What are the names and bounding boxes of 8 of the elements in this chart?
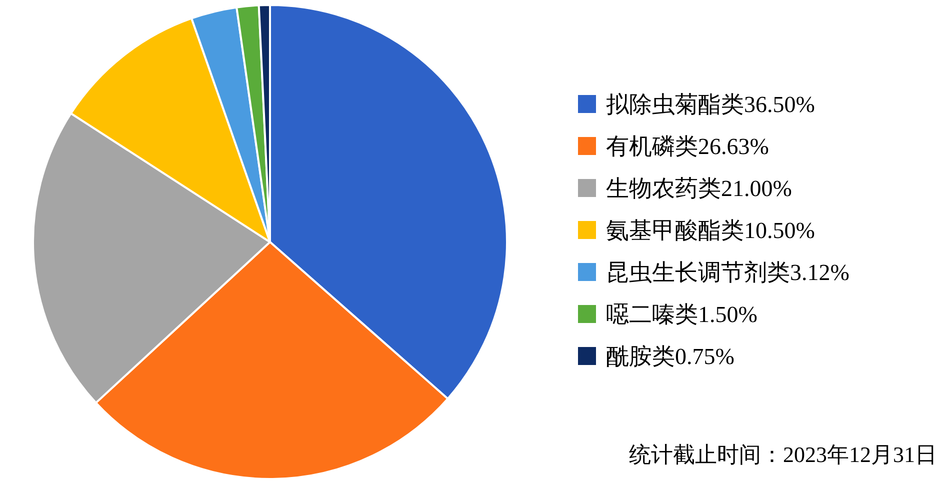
legend-label: 噁二嗪类1.50% [606,302,758,327]
legend-label: 酰胺类0.75% [606,344,734,369]
legend-label: 有机磷类26.63% [606,134,769,159]
text: 统计截止时间：2023年12月31日 [629,442,937,467]
legend-label: 生物农药类21.00% [606,176,792,201]
legend-label: 拟除虫菊酯类36.50% [606,92,815,117]
legend-label: 氨基甲酸酯类10.50% [606,218,815,243]
legend-label: 昆虫生长调节剂类3.12% [606,260,850,285]
